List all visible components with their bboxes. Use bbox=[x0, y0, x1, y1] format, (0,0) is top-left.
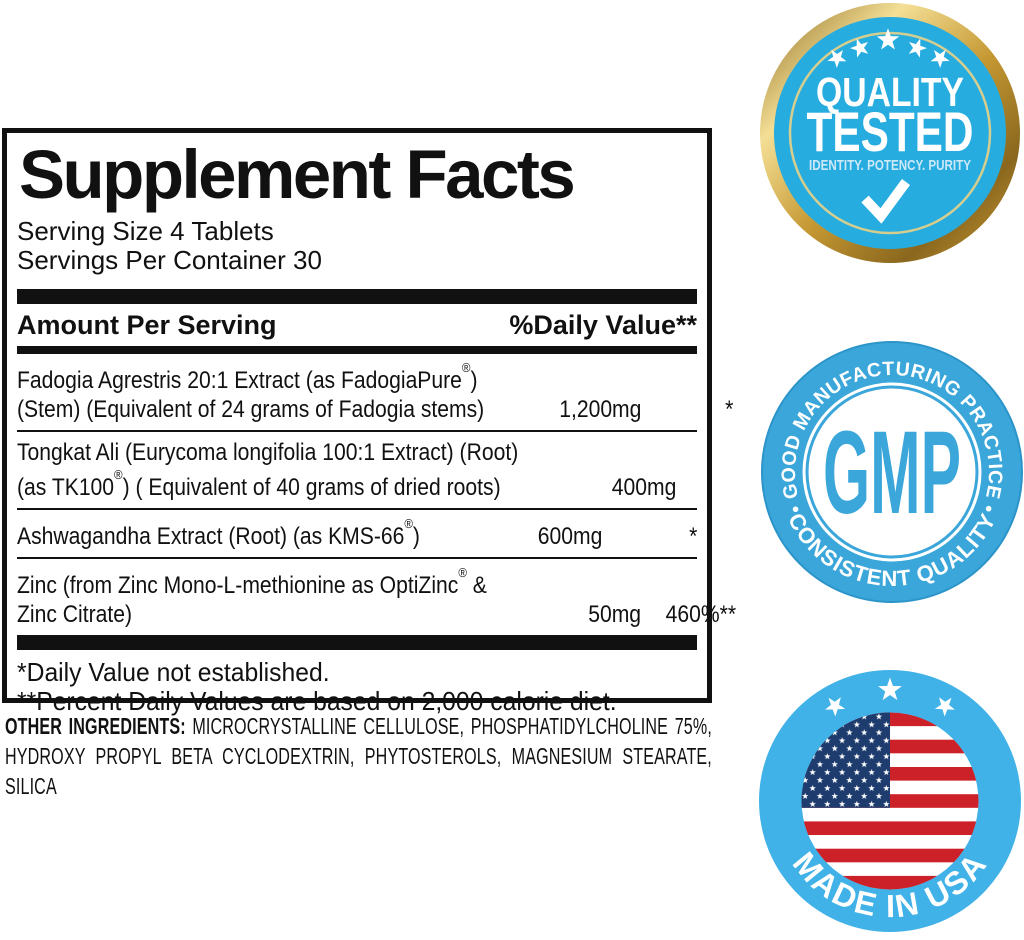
ingredient-line1: Tongkat Ali (Eurycoma longifolia 100:1 E… bbox=[17, 439, 519, 466]
ingredient-row-zinc: Zinc (from Zinc Mono-L-methionine as Opt… bbox=[17, 559, 736, 635]
inner-blue-ring bbox=[805, 385, 979, 559]
ingredient-daily-value: * bbox=[602, 522, 697, 551]
amount-value: 50mg bbox=[588, 601, 641, 628]
ingredient-daily-value: 460%** bbox=[641, 600, 736, 629]
ingredient-row-fadogia: Fadogia Agrestris 20:1 Extract (as Fadog… bbox=[17, 354, 733, 432]
panel-title: Supplement Facts bbox=[19, 136, 576, 213]
daily-value: * bbox=[724, 396, 733, 423]
gmp-center-text: GMP bbox=[823, 407, 961, 539]
ingredient-amount: 600mg bbox=[512, 522, 602, 551]
amount-value: 600mg bbox=[537, 523, 602, 550]
ingredient-amount: 400mg bbox=[587, 473, 677, 502]
ingredient-line2: (as TK100®) ( Equivalent of 40 grams of … bbox=[17, 466, 501, 501]
ingredient-daily-value: * bbox=[638, 395, 733, 424]
ingredient-name: Fadogia Agrestris 20:1 Extract (as Fadog… bbox=[17, 360, 548, 424]
col-header-daily-value: %Daily Value** bbox=[509, 310, 697, 340]
made-in-usa-seal: MADE IN USA bbox=[759, 670, 1021, 932]
amount-value: 1,200mg bbox=[559, 396, 642, 423]
other-ingredients-label: OTHER INGREDIENTS: bbox=[5, 713, 186, 739]
daily-value: 460%** bbox=[665, 601, 736, 628]
ingredient-line2: Zinc Citrate) bbox=[17, 601, 133, 628]
footnotes: *Daily Value not established. **Percent … bbox=[17, 658, 697, 716]
supplement-facts-panel: Supplement Facts Serving Size 4 Tablets … bbox=[2, 128, 772, 716]
ingredient-name: Tongkat Ali (Eurycoma longifolia 100:1 E… bbox=[17, 438, 587, 502]
divider-thick-top bbox=[17, 289, 697, 304]
tested-text: TESTED bbox=[807, 100, 974, 163]
ingredient-row-tongkat: Tongkat Ali (Eurycoma longifolia 100:1 E… bbox=[17, 432, 772, 510]
other-ingredients-text: MICROCRYSTALLINE CELLULOSE, PHOSPHATIDYL… bbox=[5, 713, 712, 799]
quality-tested-badge: QUALITY TESTED IDENTITY. POTENCY. PURITY bbox=[757, 2, 1023, 269]
divider-thick-bottom bbox=[17, 635, 697, 650]
footnote-percent-dv: **Percent Daily Values are based on 2,00… bbox=[17, 686, 617, 716]
ingredient-amount: 1,200mg bbox=[548, 395, 642, 424]
quality-tested-seal: QUALITY TESTED IDENTITY. POTENCY. PURITY bbox=[760, 3, 1020, 263]
divider-medium bbox=[17, 346, 697, 354]
quality-text: QUALITY bbox=[816, 69, 964, 115]
column-header-row: Amount Per Serving %Daily Value** bbox=[17, 310, 697, 346]
serving-size: Serving Size 4 Tablets bbox=[17, 216, 274, 246]
ingredient-line1: Zinc (from Zinc Mono-L-methionine as Opt… bbox=[17, 564, 487, 599]
ingredient-name: Zinc (from Zinc Mono-L-methionine as Opt… bbox=[17, 565, 551, 629]
blue-field bbox=[774, 17, 1006, 249]
footnote-dv-not-established: *Daily Value not established. bbox=[17, 657, 330, 687]
made-in-usa-badge: MADE IN USA bbox=[758, 669, 1024, 940]
ingredient-line2: (Stem) (Equivalent of 24 grams of Fadogi… bbox=[17, 396, 485, 423]
ingredient-row-ashwagandha: Ashwagandha Extract (Root) (as KMS-66®) … bbox=[17, 510, 697, 559]
amount-value: 400mg bbox=[612, 474, 677, 501]
servings-per-container: Servings Per Container 30 bbox=[17, 245, 322, 275]
inner-gold-ring bbox=[788, 31, 992, 235]
gmp-seal: • GOOD MANUFACTURING PRACTICE • CONSISTE… bbox=[761, 341, 1023, 603]
ingredient-amount: 50mg bbox=[551, 600, 641, 629]
identity-potency-purity-text: IDENTITY. POTENCY. PURITY bbox=[809, 158, 971, 174]
ingredient-line1: Ashwagandha Extract (Root) (as KMS-66®) bbox=[17, 515, 420, 550]
daily-value: * bbox=[688, 523, 697, 550]
ingredient-name: Ashwagandha Extract (Root) (as KMS-66®) bbox=[17, 516, 512, 551]
col-header-amount: Amount Per Serving bbox=[17, 310, 277, 340]
other-ingredients: OTHER INGREDIENTS: MICROCRYSTALLINE CELL… bbox=[5, 711, 712, 801]
gmp-badge: • GOOD MANUFACTURING PRACTICE • CONSISTE… bbox=[759, 339, 1024, 610]
ingredient-daily-value: * bbox=[677, 473, 771, 502]
ingredient-line1: Fadogia Agrestris 20:1 Extract (as Fadog… bbox=[17, 359, 478, 394]
checkmark-icon bbox=[861, 179, 911, 224]
